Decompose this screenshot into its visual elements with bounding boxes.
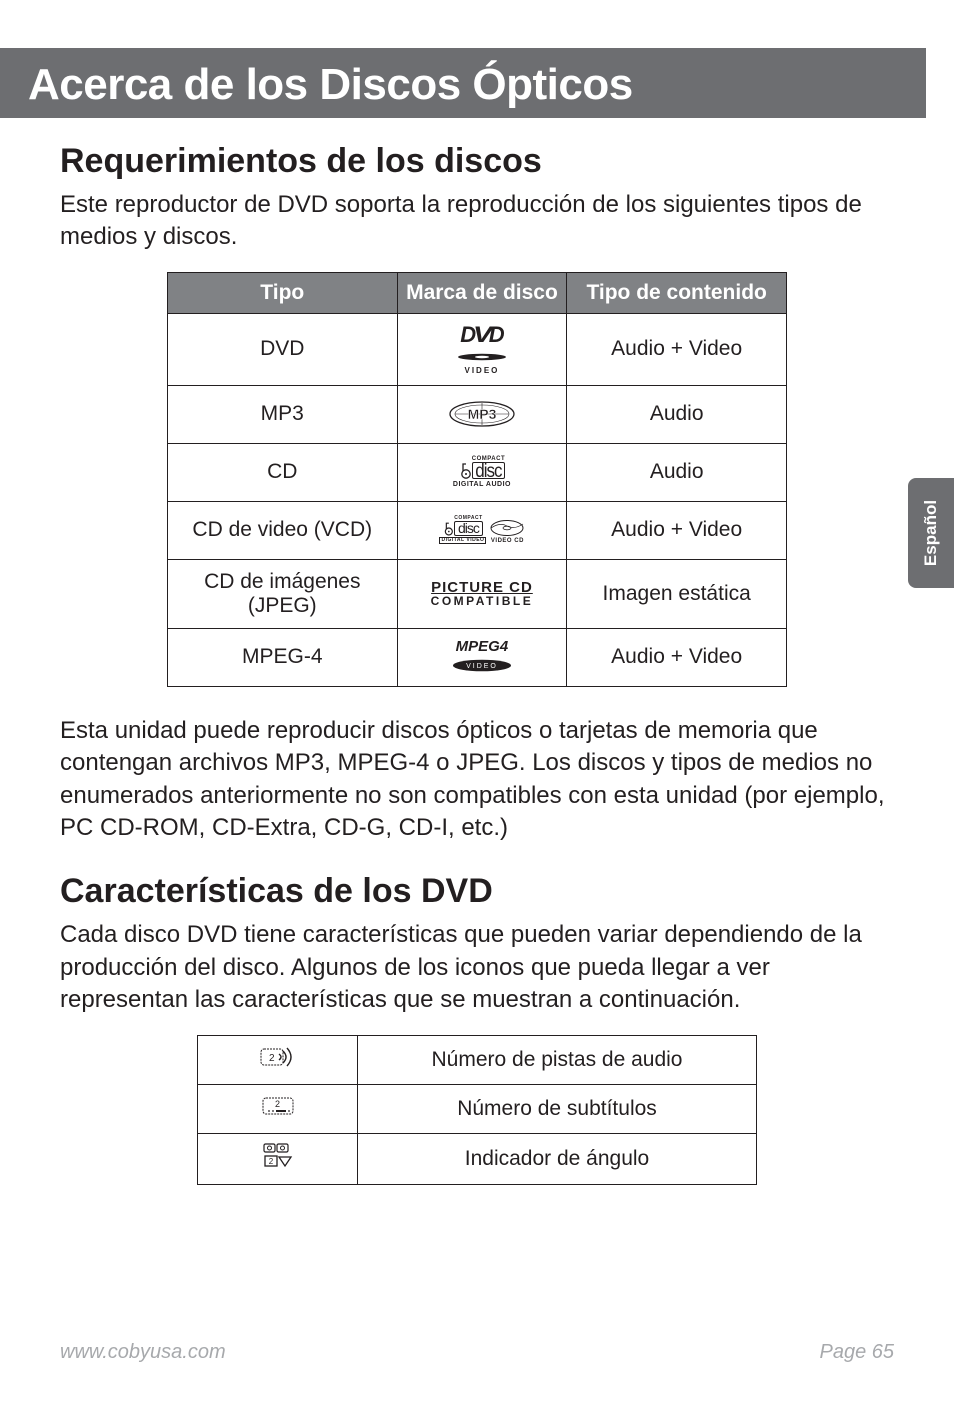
svg-text:VIDEO: VIDEO bbox=[466, 663, 498, 670]
mp3-logo-icon: MP3 bbox=[397, 385, 567, 443]
language-tab: Español bbox=[908, 478, 954, 588]
section1-outro: Esta unidad puede reproducir discos ópti… bbox=[60, 715, 894, 845]
dvd-logo-icon: DVD VIDEO bbox=[397, 313, 567, 385]
page-title-band: Acerca de los Discos Ópticos bbox=[0, 48, 926, 118]
section1-heading: Requerimientos de los discos bbox=[60, 142, 894, 181]
feat-label: Número de pistas de audio bbox=[358, 1035, 757, 1084]
table-row: CD de imágenes (JPEG) PICTURE CD COMPATI… bbox=[168, 559, 787, 628]
section2-heading: Características de los DVD bbox=[60, 872, 894, 911]
subtitles-icon: 2 bbox=[198, 1084, 358, 1133]
table-row: CD de video (VCD) COMPACT disc DIGIT bbox=[168, 501, 787, 559]
cell-contenido: Audio + Video bbox=[567, 501, 787, 559]
table-row: MPEG-4 MPEG4 VIDEO Audio + Video bbox=[168, 628, 787, 686]
col-tipo: Tipo bbox=[168, 272, 398, 313]
audio-tracks-icon: 2 bbox=[198, 1035, 358, 1084]
cell-tipo: DVD bbox=[168, 313, 398, 385]
vcd-logo-icon: COMPACT disc DIGITAL VIDEO VIDEO CD bbox=[397, 501, 567, 559]
picturecd-logo-icon: PICTURE CD COMPATIBLE bbox=[397, 559, 567, 628]
dvd-features-table: 2 Número de pistas de audio 2 bbox=[197, 1035, 757, 1185]
cell-tipo: MPEG-4 bbox=[168, 628, 398, 686]
footer-page: Page 65 bbox=[819, 1341, 894, 1364]
cell-contenido: Audio bbox=[567, 443, 787, 501]
cell-contenido: Audio + Video bbox=[567, 313, 787, 385]
cell-tipo: CD de video (VCD) bbox=[168, 501, 398, 559]
table-row: 2 Indicador de ángulo bbox=[198, 1133, 757, 1184]
cell-contenido: Imagen estática bbox=[567, 559, 787, 628]
page-footer: www.cobyusa.com Page 65 bbox=[60, 1341, 894, 1364]
mpeg4-logo-icon: MPEG4 VIDEO bbox=[397, 628, 567, 686]
col-marca: Marca de disco bbox=[397, 272, 567, 313]
cell-tipo: MP3 bbox=[168, 385, 398, 443]
cell-contenido: Audio bbox=[567, 385, 787, 443]
svg-text:MP3: MP3 bbox=[468, 406, 497, 422]
section1-intro: Este reproductor de DVD soporta la repro… bbox=[60, 189, 894, 254]
table-row: DVD DVD VIDEO Audio + Video bbox=[168, 313, 787, 385]
angle-indicator-icon: 2 bbox=[198, 1133, 358, 1184]
svg-text:2: 2 bbox=[269, 1053, 275, 1064]
page-title: Acerca de los Discos Ópticos bbox=[28, 60, 898, 110]
feat-label: Número de subtítulos bbox=[358, 1084, 757, 1133]
svg-text:2: 2 bbox=[268, 1157, 273, 1166]
table-row: CD COMPACT disc DIGITAL AUDIO bbox=[168, 443, 787, 501]
table-row: MP3 MP3 Audio bbox=[168, 385, 787, 443]
page-content: Requerimientos de los discos Este reprod… bbox=[0, 118, 954, 1185]
cell-tipo: CD de imágenes (JPEG) bbox=[168, 559, 398, 628]
svg-text:2: 2 bbox=[275, 1099, 280, 1109]
table-row: 2 Número de pistas de audio bbox=[198, 1035, 757, 1084]
language-tab-label: Español bbox=[921, 500, 941, 566]
cell-tipo: CD bbox=[168, 443, 398, 501]
cd-logo-icon: COMPACT disc DIGITAL AUDIO bbox=[397, 443, 567, 501]
col-contenido: Tipo de contenido bbox=[567, 272, 787, 313]
cell-contenido: Audio + Video bbox=[567, 628, 787, 686]
footer-url: www.cobyusa.com bbox=[60, 1341, 226, 1364]
section2-intro: Cada disco DVD tiene características que… bbox=[60, 919, 894, 1016]
table-row: 2 Número de subtítulos bbox=[198, 1084, 757, 1133]
feat-label: Indicador de ángulo bbox=[358, 1133, 757, 1184]
disc-requirements-table: Tipo Marca de disco Tipo de contenido DV… bbox=[167, 272, 787, 687]
